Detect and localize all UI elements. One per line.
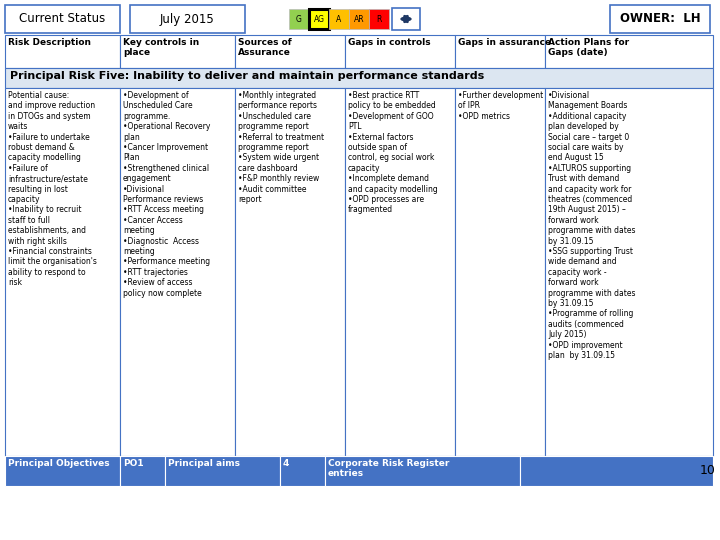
Bar: [455, 88, 545, 456]
Bar: [5, 5, 120, 33]
Bar: [520, 456, 713, 486]
Text: Sources of
Assurance: Sources of Assurance: [238, 38, 292, 57]
Text: A: A: [336, 15, 341, 24]
Text: OWNER:  LH: OWNER: LH: [620, 12, 701, 25]
Text: •Best practice RTT
policy to be embedded
•Development of GOO
PTL
•External facto: •Best practice RTT policy to be embedded…: [348, 91, 438, 214]
Text: Corporate Risk Register
entries: Corporate Risk Register entries: [328, 459, 449, 478]
Bar: [5, 456, 120, 486]
Text: G: G: [296, 15, 302, 24]
Bar: [5, 35, 120, 68]
Text: •Further development
of IPR
•OPD metrics: •Further development of IPR •OPD metrics: [458, 91, 544, 121]
Text: Principal aims: Principal aims: [168, 459, 240, 468]
Bar: [329, 9, 349, 29]
Bar: [5, 88, 120, 456]
Text: Current Status: Current Status: [19, 12, 105, 25]
Text: Action Plans for
Gaps (date): Action Plans for Gaps (date): [548, 38, 629, 57]
Bar: [345, 35, 455, 68]
Bar: [392, 8, 420, 30]
Text: Principal Risk Five: Inability to deliver and maintain performance standards: Principal Risk Five: Inability to delive…: [10, 71, 485, 81]
Bar: [545, 88, 713, 456]
Text: Principal Objectives: Principal Objectives: [8, 459, 109, 468]
Bar: [120, 88, 235, 456]
Bar: [235, 88, 345, 456]
Bar: [120, 456, 165, 486]
Bar: [280, 456, 325, 486]
Text: Potential cause:
and improve reduction
in DTOGs and system
waits
•Failure to und: Potential cause: and improve reduction i…: [8, 91, 97, 287]
Text: AR: AR: [354, 15, 364, 24]
Text: PO1: PO1: [123, 459, 143, 468]
Bar: [349, 9, 369, 29]
Text: Gaps in controls: Gaps in controls: [348, 38, 431, 47]
Bar: [5, 68, 713, 88]
Text: •Development of
Unscheduled Care
programme.
•Operational Recovery
plan
•Cancer I: •Development of Unscheduled Care program…: [123, 91, 210, 298]
Bar: [289, 9, 309, 29]
Text: •Divisional
Management Boards
•Additional capacity
plan developed by
Social care: •Divisional Management Boards •Additiona…: [548, 91, 636, 360]
Bar: [455, 35, 545, 68]
Text: 4: 4: [283, 459, 289, 468]
Bar: [235, 35, 345, 68]
Text: Gaps in assurance: Gaps in assurance: [458, 38, 551, 47]
Text: AG: AG: [313, 15, 325, 24]
Bar: [369, 9, 389, 29]
Bar: [165, 456, 280, 486]
Bar: [309, 9, 329, 29]
Bar: [610, 5, 710, 33]
Bar: [120, 35, 235, 68]
Text: Risk Description: Risk Description: [8, 38, 91, 47]
Bar: [130, 5, 245, 33]
Text: July 2015: July 2015: [160, 12, 215, 25]
Bar: [325, 456, 520, 486]
Bar: [545, 35, 713, 68]
Text: Key controls in
place: Key controls in place: [123, 38, 199, 57]
Text: •Monthly integrated
performance reports
•Unscheduled care
programme report
•Refe: •Monthly integrated performance reports …: [238, 91, 324, 204]
Text: R: R: [377, 15, 382, 24]
Text: 10: 10: [700, 464, 716, 477]
Bar: [345, 88, 455, 456]
